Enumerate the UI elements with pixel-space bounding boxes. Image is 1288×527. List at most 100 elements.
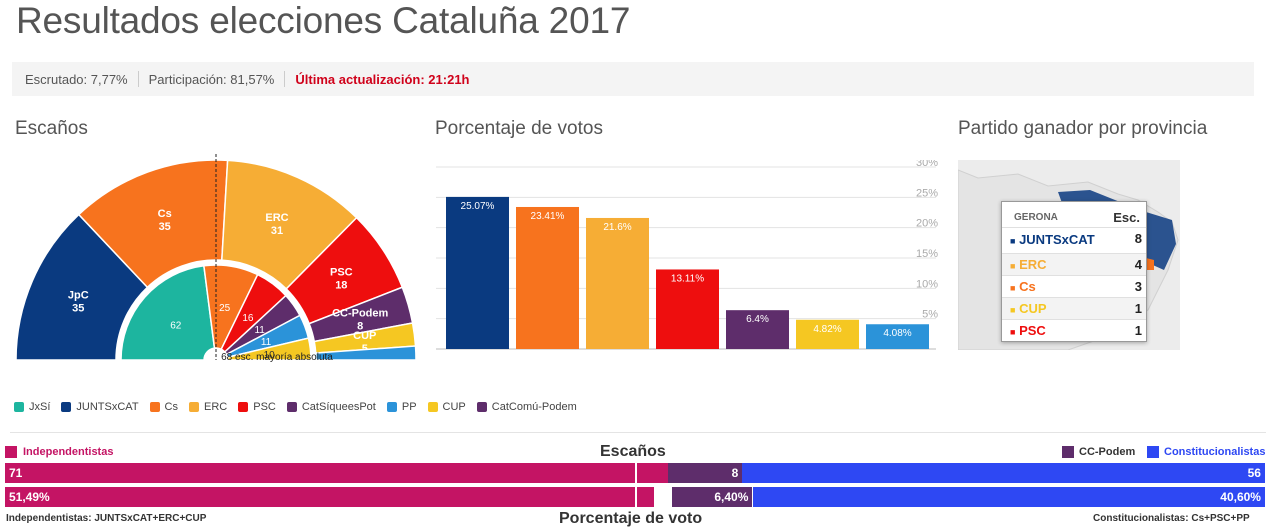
province-row: ■ PSC 1 xyxy=(1002,319,1146,341)
inner-segment[interactable] xyxy=(226,337,312,361)
bar-value-label: 23.41% xyxy=(531,211,565,222)
bar-value-label: 4.82% xyxy=(813,324,841,335)
ccpodem-legend: CC-Podem xyxy=(1062,446,1135,458)
indep-legend: Independentistas xyxy=(5,446,113,458)
legend-item[interactable]: CUP xyxy=(427,401,466,413)
legend-swatch xyxy=(61,402,72,412)
hemicycle-seat-label: 8 xyxy=(357,321,363,333)
party-name: ■ PSC xyxy=(1010,323,1046,338)
vote-bar[interactable] xyxy=(516,206,579,349)
legend-label: JxSí xyxy=(29,401,51,413)
vote-bar[interactable] xyxy=(796,319,859,349)
hemicycle-chart: JpC35Cs35ERC31PSC18CC-Podem8CUP562251611… xyxy=(15,154,417,363)
legend-label: CUP xyxy=(442,401,466,413)
divider xyxy=(10,432,1266,433)
vote-bar[interactable] xyxy=(586,217,649,349)
legend-item[interactable]: PSC xyxy=(238,401,276,413)
last-update-text: Última actualización: 21:21h xyxy=(295,71,470,87)
ccpodem-swatch xyxy=(1062,446,1074,458)
seats-block-bar: 71 8 56 xyxy=(5,463,1265,483)
divider xyxy=(284,71,286,87)
indep-segment[interactable]: 71 xyxy=(5,463,668,483)
bar-value-label: 4.08% xyxy=(883,328,911,339)
legend-item[interactable]: Cs xyxy=(149,401,178,413)
indep-footer: Independentistas: JUNTSxCAT+ERC+CUP xyxy=(6,513,207,524)
party-name: ■ Cs xyxy=(1010,279,1036,294)
legend-item[interactable]: JxSí xyxy=(14,401,50,413)
legend-swatch xyxy=(427,402,438,412)
bar-value-label: 21.6% xyxy=(603,222,631,233)
hemicycle-seat-label: 62 xyxy=(170,321,182,332)
y-tick-label: 25% xyxy=(916,187,938,199)
hemicycle-seat-label: 11 xyxy=(254,325,265,336)
hemicycle-party-label: PSC xyxy=(330,267,353,279)
hemicycle-seat-label: 25 xyxy=(219,303,231,314)
vote-bar[interactable] xyxy=(656,269,719,349)
province-row: ■ CUP 1 xyxy=(1002,297,1146,319)
party-name: ■ CUP xyxy=(1010,301,1047,316)
legend-label: PSC xyxy=(253,401,276,413)
ccpodem-segment[interactable]: 6,40% xyxy=(671,487,753,507)
section-title-porcentaje: Porcentaje de votos xyxy=(435,118,603,139)
section-title-ganador: Partido ganador por provincia xyxy=(958,118,1208,139)
legend-item[interactable]: JUNTSxCAT xyxy=(61,401,139,413)
const-label: Constitucionalistas xyxy=(1164,446,1266,458)
province-tooltip: GERONA Esc. ■ JUNTSxCAT 8 ■ ERC 4 ■ Cs 3 ■ CUP… xyxy=(1001,201,1147,342)
legend-item[interactable]: PP xyxy=(386,401,417,413)
legend-swatch xyxy=(149,402,160,412)
legend-label: Cs xyxy=(164,401,178,413)
legend-label: CatComú-Podem xyxy=(491,401,577,413)
legend-item[interactable]: CatComú-Podem xyxy=(476,401,577,413)
legend-swatch xyxy=(14,402,24,412)
vote-bar[interactable] xyxy=(726,310,789,349)
majority-label: 68 esc. mayoría absoluta xyxy=(221,352,333,363)
party-seats: 4 xyxy=(1134,257,1142,272)
legend-swatch xyxy=(238,402,249,412)
ccpodem-segment[interactable]: 8 xyxy=(667,463,743,483)
bar-value-label: 25.07% xyxy=(461,201,495,212)
hemicycle-seat-label: 11 xyxy=(261,337,272,348)
party-seats: 1 xyxy=(1134,323,1142,338)
hemicycle-party-label: Cs xyxy=(158,208,172,220)
section-title-escanos: Escaños xyxy=(15,118,88,139)
votes-block-bar: 51,49% 6,40% 40,60% xyxy=(5,487,1265,507)
legend-swatch xyxy=(476,402,487,412)
inner-segment[interactable] xyxy=(120,264,216,361)
escrutado-text: Escrutado: 7,77% xyxy=(25,71,128,87)
const-segment[interactable]: 56 xyxy=(742,463,1265,483)
hemicycle-seat-label: 31 xyxy=(271,225,283,237)
vote-bar[interactable] xyxy=(866,324,929,349)
indep-label: Independentistas xyxy=(23,446,114,458)
y-tick-label: 5% xyxy=(922,309,938,321)
seats-header: Esc. xyxy=(1113,210,1140,225)
const-segment-value: 56 xyxy=(1247,466,1261,480)
party-seats: 1 xyxy=(1134,301,1142,316)
legend-swatch xyxy=(286,402,297,412)
hemicycle-party-label: ERC xyxy=(265,212,288,224)
party-name: ■ JUNTSxCAT xyxy=(1010,232,1095,247)
page-title: Resultados elecciones Cataluña 2017 xyxy=(16,0,631,41)
indep-segment-value: 51,49% xyxy=(9,490,50,504)
legend-item[interactable]: ERC xyxy=(189,401,227,413)
ccpodem-segment-value: 8 xyxy=(731,466,739,480)
escanos-block-title: Escaños xyxy=(600,443,666,460)
hemicycle-seat-label: 18 xyxy=(335,280,347,292)
party-name: ■ ERC xyxy=(1010,257,1047,272)
legend-swatch xyxy=(189,402,199,412)
const-segment[interactable]: 40,60% xyxy=(753,487,1265,507)
y-tick-label: 10% xyxy=(916,278,938,290)
province-name: GERONA xyxy=(1014,212,1058,223)
vote-bar[interactable] xyxy=(446,196,509,349)
participacion-text: Participación: 81,57% xyxy=(148,71,275,87)
outer-segment[interactable] xyxy=(314,345,417,361)
const-swatch xyxy=(1147,446,1159,458)
legend-item[interactable]: CatSíqueesPot xyxy=(286,401,376,413)
bar-value-label: 13.11% xyxy=(671,273,704,284)
indep-segment[interactable]: 51,49% xyxy=(5,487,654,507)
indep-segment-value: 71 xyxy=(9,466,23,480)
hemicycle-seat-label: 35 xyxy=(159,221,171,233)
ccpodem-label: CC-Podem xyxy=(1079,446,1136,458)
majority-marker xyxy=(635,487,637,507)
province-row: ■ ERC 4 xyxy=(1002,253,1146,275)
legend-label: JUNTSxCAT xyxy=(76,401,139,413)
